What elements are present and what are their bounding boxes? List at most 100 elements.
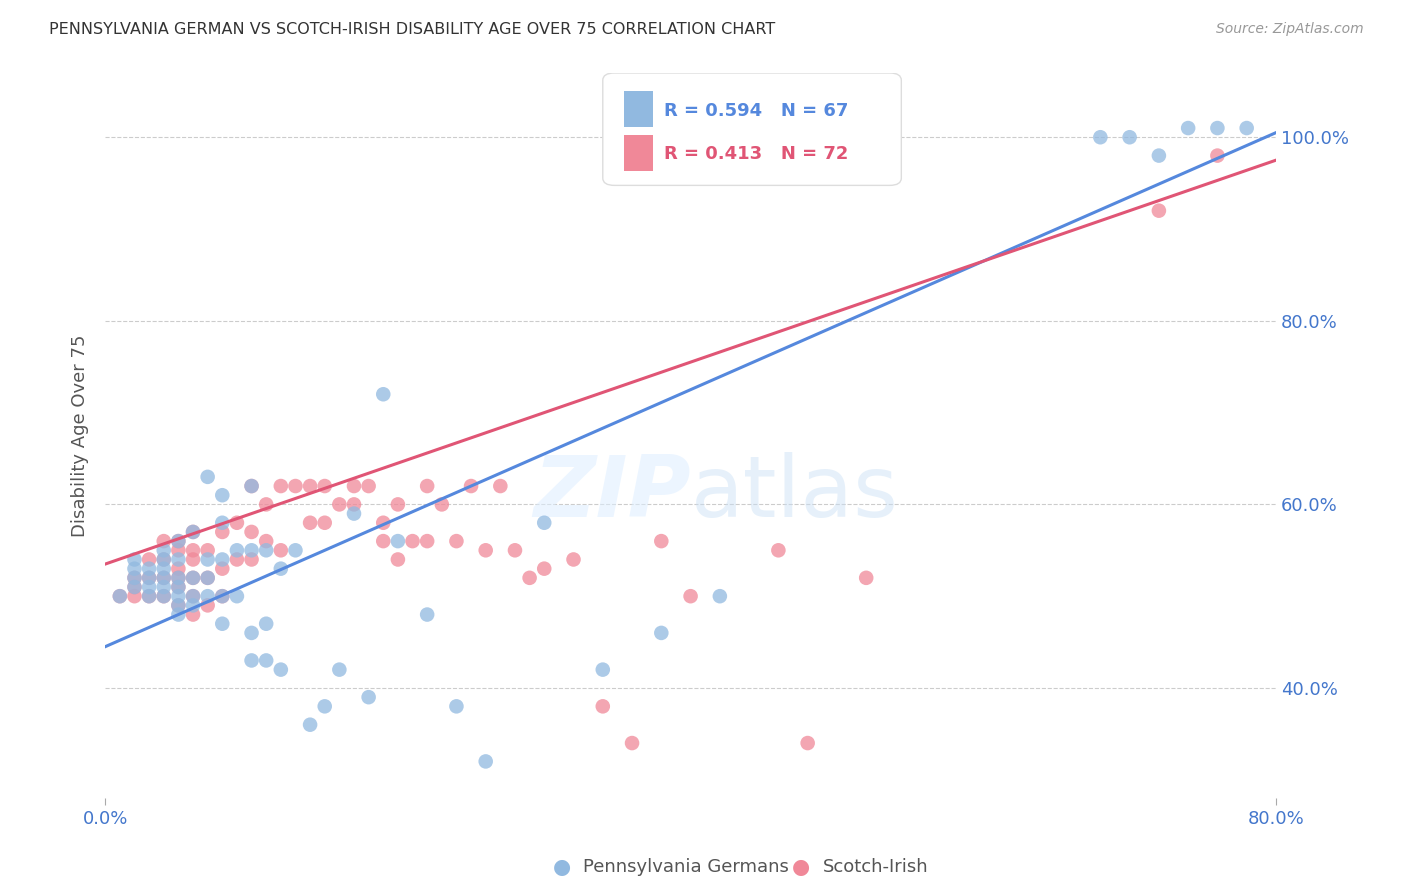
Point [152, 571, 174, 585]
Point [152, 543, 174, 558]
Point [373, 516, 395, 530]
Text: Scotch-Irish: Scotch-Irish [823, 858, 928, 876]
Point [124, 580, 146, 594]
Point [592, 663, 614, 677]
Point [197, 599, 219, 613]
Point [387, 534, 409, 549]
Text: atlas: atlas [690, 452, 898, 535]
Point [152, 589, 174, 603]
Point [240, 479, 263, 493]
Point [240, 524, 263, 539]
Text: R = 0.594   N = 67: R = 0.594 N = 67 [664, 103, 848, 120]
Point [124, 552, 146, 566]
Point [197, 552, 219, 566]
Point [138, 562, 160, 576]
Point [138, 589, 160, 603]
Point [270, 663, 292, 677]
Point [343, 507, 366, 521]
Point [284, 479, 307, 493]
Point [254, 616, 277, 631]
Point [181, 524, 204, 539]
Point [679, 589, 702, 603]
Point [124, 580, 146, 594]
Point [650, 534, 672, 549]
Point [124, 571, 146, 585]
Point [460, 479, 482, 493]
Point [240, 626, 263, 640]
Point [387, 497, 409, 511]
Point [181, 571, 204, 585]
Point [299, 516, 322, 530]
Point [1206, 148, 1229, 162]
Text: ●: ● [793, 857, 810, 877]
Point [167, 534, 190, 549]
Point [254, 534, 277, 549]
Point [328, 663, 350, 677]
Point [299, 479, 322, 493]
Point [489, 479, 512, 493]
Point [343, 497, 366, 511]
Text: ●: ● [554, 857, 571, 877]
Point [167, 589, 190, 603]
Point [211, 589, 233, 603]
Point [284, 543, 307, 558]
Point [211, 488, 233, 502]
Point [181, 524, 204, 539]
Point [152, 552, 174, 566]
Point [503, 543, 526, 558]
Point [446, 534, 468, 549]
Point [138, 552, 160, 566]
Point [211, 516, 233, 530]
Point [211, 562, 233, 576]
Point [181, 589, 204, 603]
Point [299, 717, 322, 731]
Point [1177, 121, 1199, 136]
Point [181, 607, 204, 622]
Point [416, 479, 439, 493]
Point [124, 562, 146, 576]
Point [240, 479, 263, 493]
Point [387, 552, 409, 566]
Point [108, 589, 131, 603]
Y-axis label: Disability Age Over 75: Disability Age Over 75 [72, 334, 89, 537]
Point [124, 571, 146, 585]
Point [270, 543, 292, 558]
Point [167, 607, 190, 622]
Point [343, 479, 366, 493]
Point [270, 562, 292, 576]
Point [181, 543, 204, 558]
Point [167, 562, 190, 576]
Point [650, 626, 672, 640]
Point [592, 699, 614, 714]
Point [181, 589, 204, 603]
Point [211, 616, 233, 631]
Point [373, 534, 395, 549]
Point [621, 736, 644, 750]
Point [167, 552, 190, 566]
Point [138, 589, 160, 603]
Point [709, 589, 731, 603]
Point [768, 543, 790, 558]
Point [314, 479, 336, 493]
Point [152, 552, 174, 566]
Point [108, 589, 131, 603]
Text: Source: ZipAtlas.com: Source: ZipAtlas.com [1216, 22, 1364, 37]
Point [138, 571, 160, 585]
Point [533, 516, 555, 530]
Point [138, 571, 160, 585]
Point [152, 589, 174, 603]
Point [1147, 203, 1170, 218]
Text: Pennsylvania Germans: Pennsylvania Germans [583, 858, 789, 876]
Point [167, 543, 190, 558]
Point [124, 589, 146, 603]
Point [1206, 121, 1229, 136]
Point [446, 699, 468, 714]
Bar [624, 135, 654, 171]
Point [152, 571, 174, 585]
Point [519, 571, 541, 585]
Point [357, 690, 380, 705]
Point [373, 387, 395, 401]
Point [167, 580, 190, 594]
Point [270, 479, 292, 493]
Point [167, 571, 190, 585]
